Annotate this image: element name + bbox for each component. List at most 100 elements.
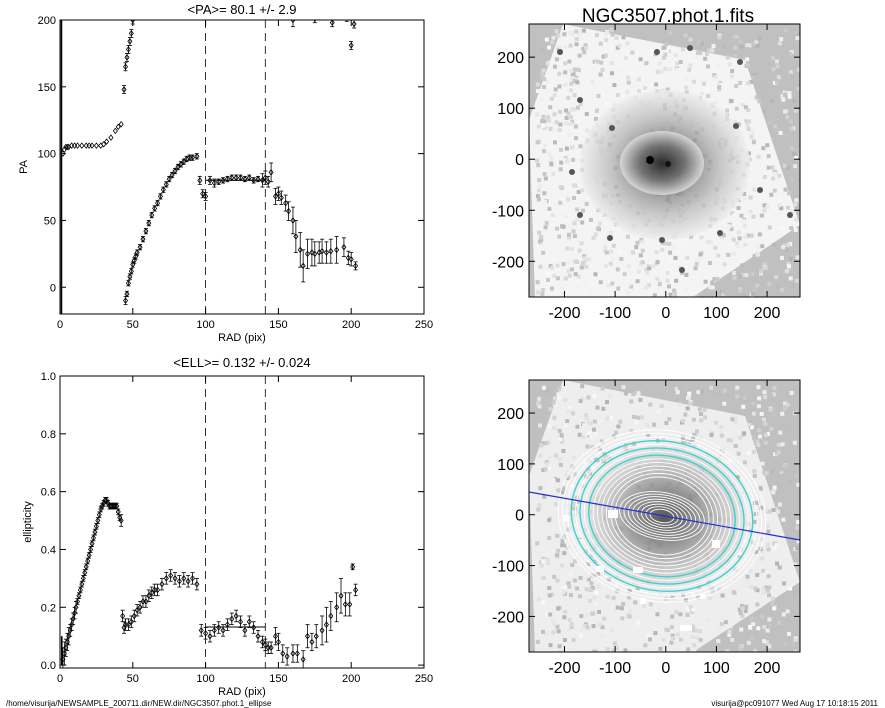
ellipticity-plot-frame [59, 375, 425, 669]
ell-data-point [93, 523, 99, 530]
pa-data-point [89, 142, 95, 149]
pa-data-point [242, 175, 248, 183]
img1-y-tick-label: 0 [515, 152, 524, 169]
pa-data-point [319, 238, 325, 264]
pa-data-point [123, 296, 129, 306]
pa-data-point [309, 238, 315, 267]
pa-data-point [112, 127, 118, 135]
ell-y-tick-label: 0.6 [41, 487, 56, 499]
ell-data-point [92, 528, 98, 536]
ell-data-point [85, 557, 91, 565]
pa-data-point [344, 20, 349, 22]
masked-region [596, 566, 604, 572]
ell-data-point [216, 621, 222, 634]
pa-data-point [160, 186, 166, 193]
pa-y-tick-label: 100 [38, 149, 56, 161]
galaxy-body [620, 131, 704, 195]
img1-x-tick-label: 0 [661, 305, 670, 322]
ell-data-point [89, 540, 95, 547]
position-angle-line [529, 491, 800, 541]
ell-data-point [290, 644, 296, 663]
ell-data-point [96, 511, 102, 519]
pa-data-point [272, 187, 278, 205]
ell-y-tick-label: 1.0 [41, 371, 56, 383]
ell-data-point [255, 630, 261, 643]
ell-data-point [95, 517, 101, 524]
ell-data-point [155, 583, 161, 597]
pa-data-point [211, 178, 217, 188]
pa-data-point [127, 36, 133, 46]
ell-data-point [313, 624, 319, 649]
star [577, 97, 583, 103]
star [687, 45, 693, 51]
pa-y-tick-label: 150 [38, 82, 56, 94]
pa-data-point [74, 142, 80, 149]
ell-data-point [168, 569, 174, 582]
ell-data-point [82, 569, 88, 576]
ell-data-point [120, 609, 126, 623]
ellipticity-y-axis-label: ellipticity [22, 501, 34, 543]
img1-y-tick-label: 200 [497, 50, 524, 67]
galaxy-body [580, 442, 750, 592]
ell-data-point [181, 572, 187, 585]
star [659, 237, 665, 243]
masked-region [700, 594, 705, 599]
pa-data-point [224, 175, 230, 183]
img1-x-tick-label: -100 [599, 305, 631, 322]
ell-data-point [163, 572, 169, 585]
pa-data-point [290, 206, 296, 235]
ell-data-point [238, 615, 244, 628]
masked-region [640, 598, 646, 604]
masked-region [608, 510, 618, 518]
ell-data-point [131, 609, 137, 623]
ell-data-point [300, 650, 306, 668]
pa-x-tick-label: 200 [342, 319, 360, 331]
ell-data-point [242, 624, 248, 637]
ell-data-point [224, 618, 230, 631]
pa-data-point [124, 53, 130, 62]
masked-region [680, 625, 692, 631]
ell-data-point [233, 609, 239, 623]
ell-x-tick-label: 150 [269, 673, 287, 685]
pa-data-point [79, 142, 85, 149]
pa-data-point [290, 20, 296, 28]
pa-data-point [216, 178, 222, 185]
footer-file-path: /home/visurija/NEWSAMPLE_200711.dir/NEW.… [6, 699, 272, 708]
star [569, 169, 575, 175]
ell-data-point [88, 546, 94, 553]
pa-x-tick-label: 100 [196, 319, 214, 331]
pa-data-point [93, 142, 99, 149]
ell-y-tick-label: 0.2 [41, 602, 56, 614]
img2-y-tick-label: -200 [492, 609, 524, 626]
pa-data-point [312, 241, 318, 267]
ell-data-point [203, 627, 209, 640]
star [733, 123, 739, 129]
pa-data-point [115, 123, 121, 131]
pa-x-tick-label: 50 [127, 319, 139, 331]
ell-data-point [347, 592, 353, 617]
img2-y-tick-label: 100 [497, 457, 524, 474]
pa-x-tick-label: 150 [269, 319, 287, 331]
pa-data-point [104, 138, 110, 145]
pa-data-point [353, 261, 359, 271]
img2-x-tick-label: -100 [599, 660, 631, 677]
ell-data-point [259, 635, 265, 649]
pa-data-point [152, 205, 158, 212]
pa-x-tick-label: 250 [415, 319, 433, 331]
pa-data-point [128, 267, 134, 275]
ell-data-point [275, 632, 281, 652]
pa-data-point [140, 235, 146, 243]
ell-data-point [338, 577, 344, 614]
ell-data-point [115, 508, 121, 516]
ell-x-tick-label: 200 [342, 673, 360, 685]
masked-region [563, 515, 569, 521]
pa-data-point [348, 40, 354, 50]
isophote-image-frame [528, 379, 801, 653]
ell-data-point [79, 580, 85, 588]
img1-x-tick-label: 100 [703, 305, 730, 322]
masked-region [633, 567, 643, 573]
img1-y-tick-label: 100 [497, 101, 524, 118]
pa-data-point [125, 280, 131, 287]
ell-data-point [353, 583, 359, 597]
